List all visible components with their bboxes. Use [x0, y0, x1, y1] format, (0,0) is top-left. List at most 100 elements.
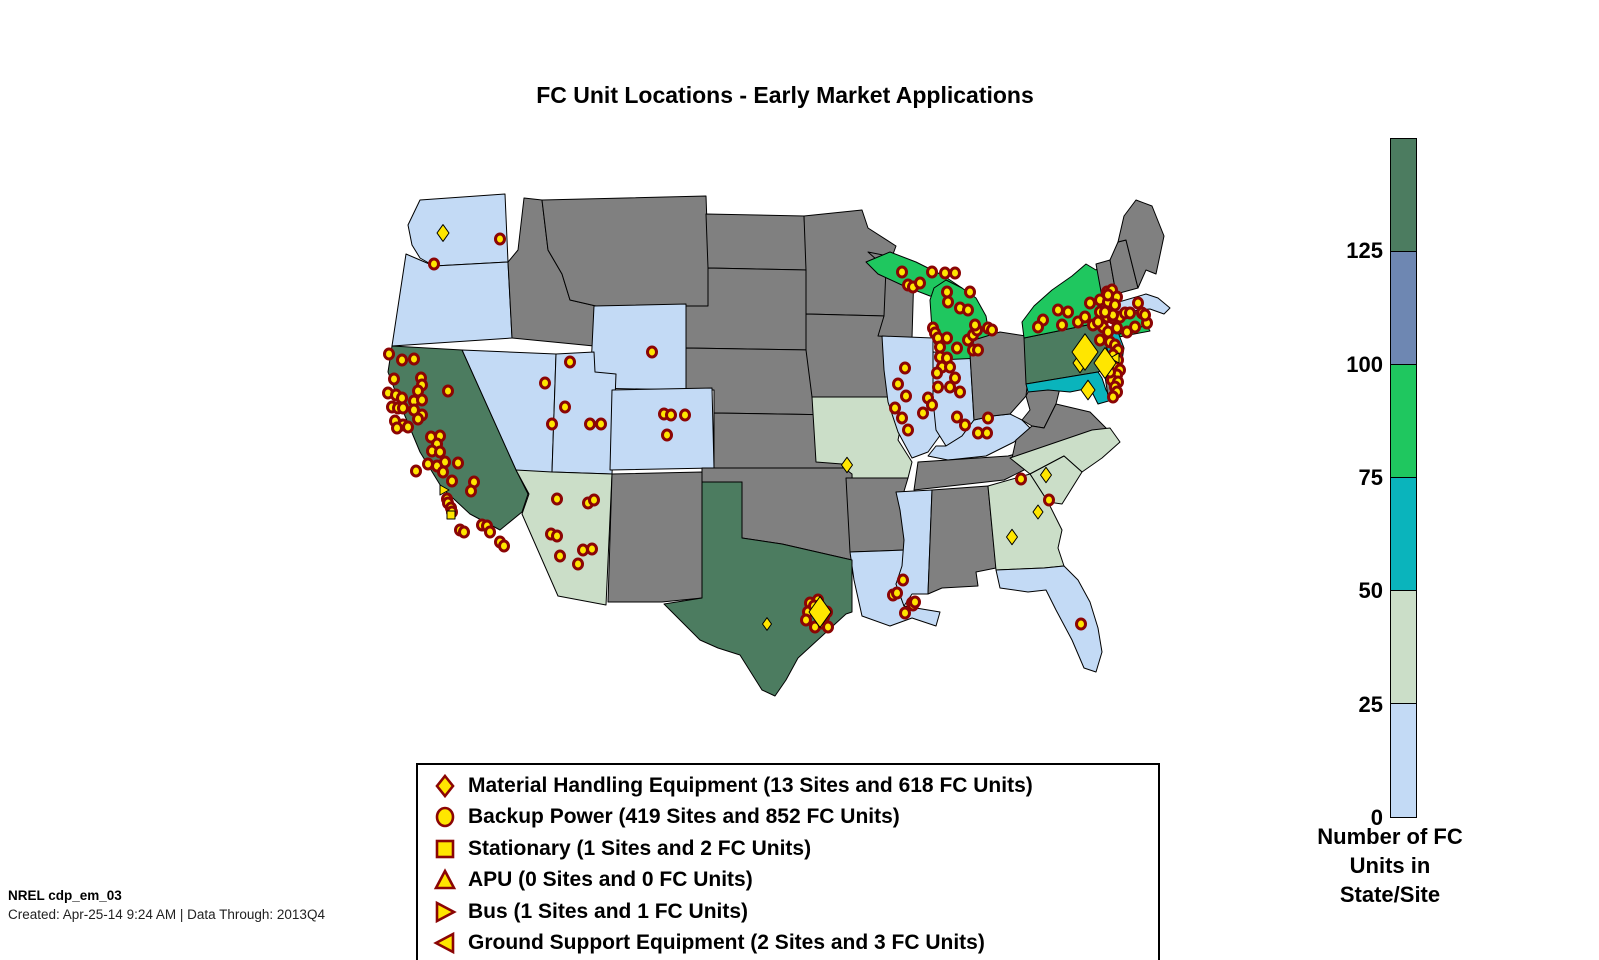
legend-row-stationary: Stationary (1 Sites and 2 FC Units)	[418, 833, 1158, 865]
fc-site-marker-circle	[541, 378, 550, 388]
fc-site-marker-circle	[916, 278, 925, 288]
fc-site-marker-circle	[943, 287, 952, 297]
fc-site-marker-circle	[398, 393, 407, 403]
state-WA	[408, 194, 508, 266]
fc-site-marker-circle	[648, 347, 657, 357]
colorbar-title-line: Units in	[1295, 851, 1485, 880]
fc-site-marker-circle	[944, 297, 953, 307]
fc-site-marker-circle	[556, 551, 565, 561]
fc-site-marker-circle	[393, 423, 402, 433]
state-CO	[610, 388, 714, 470]
fc-site-marker-circle	[941, 268, 950, 278]
state-AL	[928, 486, 996, 594]
fc-site-marker-circle	[444, 386, 453, 396]
fc-site-marker-circle	[1086, 298, 1095, 308]
fc-site-marker-circle	[974, 345, 983, 355]
fc-site-marker-circle	[500, 541, 509, 551]
fc-site-marker-circle	[548, 419, 557, 429]
fc-site-marker-circle	[667, 410, 676, 420]
triangle-left-icon	[432, 930, 458, 956]
circle-icon	[432, 804, 458, 830]
fc-site-marker-circle	[1123, 327, 1132, 337]
state-FL	[996, 566, 1102, 672]
fc-site-marker-circle	[961, 420, 970, 430]
fc-site-marker-circle	[964, 305, 973, 315]
fc-site-marker-circle	[414, 414, 423, 424]
fc-site-marker-circle	[590, 495, 599, 505]
legend-label: Bus (1 Sites and 1 FC Units)	[468, 900, 748, 924]
fc-site-marker-circle	[1094, 317, 1103, 327]
us-choropleth-map	[370, 185, 1180, 710]
fc-site-marker-circle	[1054, 305, 1063, 315]
fc-site-marker-circle	[898, 267, 907, 277]
fc-site-marker-circle	[943, 333, 952, 343]
fc-site-marker-circle	[390, 374, 399, 384]
square-icon	[432, 836, 458, 862]
fc-site-marker-circle	[496, 234, 505, 244]
fc-site-marker-circle	[983, 428, 992, 438]
attribution-created: Created: Apr-25-14 9:24 AM | Data Throug…	[8, 907, 325, 922]
fc-site-marker-circle	[412, 466, 421, 476]
legend-row-apu: APU (0 Sites and 0 FC Units)	[418, 865, 1158, 897]
fc-site-marker-circle	[1058, 320, 1067, 330]
fc-site-marker-circle	[911, 597, 920, 607]
fc-site-marker-circle	[486, 527, 495, 537]
colorbar	[1390, 138, 1417, 818]
colorbar-title-line: Number of FC	[1295, 822, 1485, 851]
fc-site-marker-circle	[933, 368, 942, 378]
fc-site-marker-circle	[904, 425, 913, 435]
fc-site-marker-circle	[1034, 322, 1043, 332]
diamond-icon	[432, 773, 458, 799]
colorbar-tick-100: 100	[1303, 352, 1383, 378]
colorbar-tick-25: 25	[1303, 692, 1383, 718]
fc-site-marker-circle	[956, 387, 965, 397]
fc-site-marker-circle	[953, 412, 962, 422]
colorbar-title: Number of FC Units in State/Site	[1295, 822, 1485, 909]
legend-label: Backup Power (419 Sites and 852 FC Units…	[468, 805, 900, 829]
fc-site-marker-circle	[891, 403, 900, 413]
legend-row-ground-support: Ground Support Equipment (2 Sites and 3 …	[418, 928, 1158, 960]
fc-site-marker-circle	[574, 559, 583, 569]
colorbar-segment-0-25	[1391, 704, 1416, 817]
fc-site-marker-circle	[928, 267, 937, 277]
fc-site-marker-circle	[663, 430, 672, 440]
fc-site-marker-circle	[448, 476, 457, 486]
fc-site-marker-circle	[894, 379, 903, 389]
fc-site-marker-circle	[588, 544, 597, 554]
fc-site-marker-circle	[946, 382, 955, 392]
state-AZ	[516, 470, 612, 605]
colorbar-tick-50: 50	[1303, 578, 1383, 604]
nrel-fc-map-figure: FC Unit Locations - Early Market Applica…	[0, 0, 1599, 960]
fc-site-marker-circle	[1141, 310, 1150, 320]
page-title: FC Unit Locations - Early Market Applica…	[390, 82, 1180, 109]
fc-site-marker-circle	[398, 355, 407, 365]
fc-site-marker-circle	[898, 413, 907, 423]
fc-site-marker-circle	[439, 467, 448, 477]
fc-site-marker-circle	[410, 354, 419, 364]
colorbar-segment-75-100	[1391, 365, 1416, 478]
fc-site-marker-circle	[454, 458, 463, 468]
fc-site-marker-circle	[418, 395, 427, 405]
fc-site-marker-circle	[1109, 392, 1118, 402]
fc-site-marker-circle	[467, 486, 476, 496]
fc-site-marker-circle	[966, 287, 975, 297]
fc-site-marker-circle	[1017, 474, 1026, 484]
fc-site-marker-circle	[899, 575, 908, 585]
fc-site-marker-circle	[902, 391, 911, 401]
fc-site-marker-circle	[553, 531, 562, 541]
fc-site-marker-circle	[1077, 619, 1086, 629]
fc-site-marker-circle	[597, 419, 606, 429]
state-NM	[608, 472, 702, 602]
fc-site-marker-circle	[1064, 307, 1073, 317]
fc-site-marker-circle	[436, 447, 445, 457]
state-ND	[706, 214, 808, 270]
fc-site-marker-circle	[1126, 308, 1135, 318]
fc-site-marker-circle	[566, 357, 575, 367]
fc-site-marker-circle	[404, 422, 413, 432]
fc-site-marker-circle	[399, 403, 408, 413]
fc-site-marker-circle	[901, 363, 910, 373]
triangle-right-icon	[432, 899, 458, 925]
fc-site-marker-circle	[951, 268, 960, 278]
marker-legend: Material Handling Equipment (13 Sites an…	[416, 763, 1160, 960]
fc-site-marker-circle	[681, 410, 690, 420]
